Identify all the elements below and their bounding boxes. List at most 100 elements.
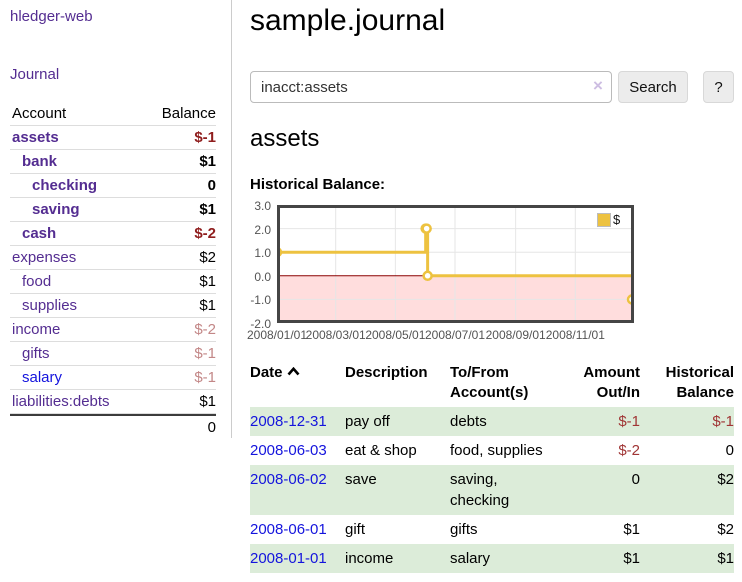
account-link-saving[interactable]: saving (32, 201, 80, 218)
transaction-accounts: debts (450, 413, 487, 430)
account-link-bank[interactable]: bank (22, 153, 58, 170)
account-link-gifts[interactable]: gifts (22, 345, 50, 362)
transaction-date-link[interactable]: 2008-12-31 (250, 413, 327, 430)
account-column-header: Account (12, 105, 67, 122)
y-axis-tick-label: -1.0 (250, 293, 271, 308)
page-title: sample.journal (250, 4, 446, 37)
sidebar-account-row: salary $-1 (10, 366, 216, 390)
column-header-accounts: To/From Account(s) (450, 364, 529, 401)
x-axis-tick-label: 2008/03/01 (305, 328, 366, 342)
account-balance: $1 (199, 297, 216, 314)
search-button[interactable]: Search (618, 71, 688, 103)
x-axis-tick-label: 2008/05/01 (365, 328, 426, 342)
account-link-income[interactable]: income (12, 321, 61, 338)
legend-color-swatch (597, 212, 611, 227)
account-link-supplies[interactable]: supplies (22, 297, 78, 314)
y-axis-tick-label: 0.0 (254, 269, 271, 284)
account-link-liabilities-debts[interactable]: liabilities:debts (12, 393, 110, 410)
sidebar-account-row: liabilities:debts $1 (10, 390, 216, 414)
account-link-salary[interactable]: salary (22, 369, 63, 386)
transaction-amount: $1 (623, 521, 640, 538)
app-home-link[interactable]: hledger-web (10, 8, 93, 25)
accounts-table-header: Account Balance (10, 102, 216, 126)
chart-legend: $ (595, 211, 623, 228)
register-row: 2008-06-01 gift gifts $1 $2 (250, 515, 734, 544)
sidebar-account-row: assets $-1 (10, 126, 216, 150)
accounts-total: 0 (10, 414, 216, 439)
sidebar-item-journal[interactable]: Journal (10, 66, 60, 83)
sidebar-account-row: income $-2 (10, 318, 216, 342)
x-axis-tick-label: 2008/11/01 (545, 328, 605, 342)
transaction-balance: $2 (717, 521, 734, 538)
account-link-expenses[interactable]: expenses (12, 249, 77, 266)
column-header-amount: Amount Out/In (583, 364, 640, 401)
sidebar-account-row: bank $1 (10, 150, 216, 174)
transaction-amount: $-1 (618, 413, 640, 430)
account-link-food[interactable]: food (22, 273, 52, 290)
y-axis-tick-label: 2.0 (254, 222, 271, 237)
search-input[interactable] (250, 71, 612, 103)
sidebar-account-row: saving $1 (10, 198, 216, 222)
transaction-amount: $1 (623, 550, 640, 567)
transaction-date-link[interactable]: 2008-06-01 (250, 521, 327, 538)
register-row: 2008-01-01 income salary $1 $1 (250, 544, 734, 573)
transaction-accounts: saving, checking (450, 471, 510, 509)
sidebar-account-row: supplies $1 (10, 294, 216, 318)
column-header-date[interactable]: Date (250, 358, 345, 407)
transaction-balance: $2 (717, 471, 734, 488)
sidebar: hledger-web Journal Account Balance asse… (0, 0, 232, 438)
account-link-cash[interactable]: cash (22, 225, 57, 242)
legend-series-label: $ (613, 212, 621, 227)
x-axis-tick-label: 2008/09/01 (485, 328, 546, 342)
register-row: 2008-06-03 eat & shop food, supplies $-2 0 (250, 436, 734, 465)
account-balance: $-1 (194, 129, 216, 146)
transaction-description: save (345, 471, 377, 488)
register-table: Date Description To/From Account(s) Amou… (250, 358, 734, 573)
column-header-balance: Historical Balance (665, 364, 734, 401)
transaction-amount: 0 (631, 471, 640, 488)
account-balance: $1 (199, 201, 216, 218)
account-balance: $1 (199, 153, 216, 170)
sort-ascending-icon (287, 366, 299, 376)
chart-title: Historical Balance: (250, 176, 386, 193)
register-header-row: Date Description To/From Account(s) Amou… (250, 358, 734, 407)
sidebar-account-row: gifts $-1 (10, 342, 216, 366)
transaction-balance: $1 (717, 550, 734, 567)
account-balance: $-1 (194, 345, 216, 362)
sidebar-account-row: cash $-2 (10, 222, 216, 246)
account-balance: $2 (199, 249, 216, 266)
transaction-description: pay off (345, 413, 390, 430)
transaction-date-link[interactable]: 2008-06-03 (250, 442, 327, 459)
accounts-balance-table: Account Balance assets $-1 bank $1 checking 0… (10, 102, 216, 439)
transaction-accounts: salary (450, 550, 491, 567)
account-balance: $1 (199, 393, 216, 410)
sidebar-account-row: food $1 (10, 270, 216, 294)
chart-canvas (277, 205, 634, 323)
historical-balance-chart: $ 3.0 2.0 1.0 0.0 -1.0 -2.0 2008/01/01 2008/03/… (243, 199, 643, 348)
account-balance: 0 (207, 177, 216, 194)
account-heading: assets (250, 125, 320, 152)
transaction-description: gift (345, 521, 366, 538)
account-link-checking[interactable]: checking (32, 177, 98, 194)
y-axis-tick-label: 1.0 (254, 246, 271, 261)
date-header-label: Date (250, 364, 283, 381)
clear-search-icon[interactable]: × (593, 76, 603, 95)
account-balance: $-2 (194, 225, 216, 242)
transaction-description: income (345, 550, 394, 567)
x-axis-tick-label: 2008/01/01 (246, 328, 308, 342)
sidebar-account-row: checking 0 (10, 174, 216, 198)
transaction-date-link[interactable]: 2008-06-02 (250, 471, 327, 488)
transaction-accounts: food, supplies (450, 442, 543, 459)
sidebar-account-row: expenses $2 (10, 246, 216, 270)
search-help-button[interactable]: ? (703, 71, 734, 103)
account-link-assets[interactable]: assets (12, 129, 59, 146)
transaction-amount: $-2 (618, 442, 640, 459)
account-balance: $1 (199, 273, 216, 290)
transaction-balance: 0 (725, 442, 734, 459)
account-balance: $-2 (194, 321, 216, 338)
transaction-description: eat & shop (345, 442, 417, 459)
x-axis-tick-label: 2008/07/01 (424, 328, 486, 342)
transaction-date-link[interactable]: 2008-01-01 (250, 550, 327, 567)
y-axis-tick-label: 3.0 (254, 199, 271, 213)
